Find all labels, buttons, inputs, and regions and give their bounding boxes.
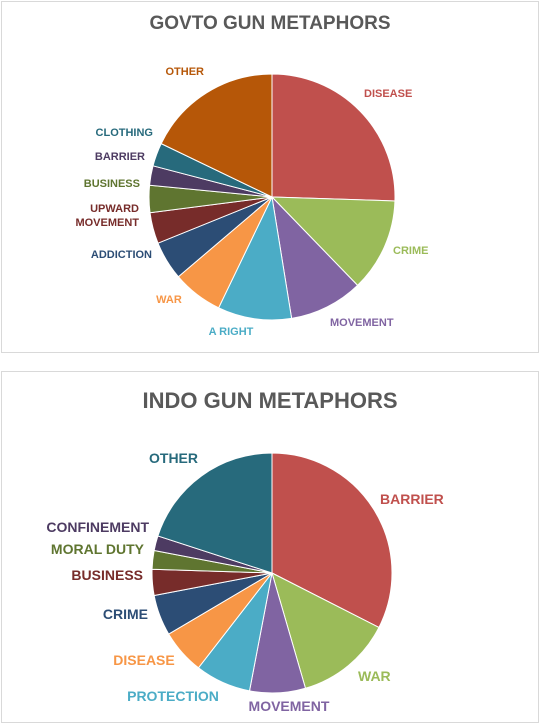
pie-slice-other bbox=[157, 452, 273, 574]
slice-label-disease: DISEASE bbox=[113, 652, 174, 668]
pie-slice-disease bbox=[271, 73, 396, 202]
slice-label-movement: MOVEMENT bbox=[249, 698, 330, 714]
slice-label-clothing: CLOTHING bbox=[96, 127, 153, 139]
pie-slice-war bbox=[271, 572, 380, 689]
slice-label-business: BUSINESS bbox=[71, 567, 143, 583]
slice-label-barrier: BARRIER bbox=[380, 491, 444, 507]
slice-label-addiction: ADDICTION bbox=[91, 249, 152, 261]
slice-label-other: OTHER bbox=[166, 66, 205, 78]
slice-label-war: WAR bbox=[358, 668, 391, 684]
slice-label-upward-movement: UPWARD MOVEMENT bbox=[75, 203, 139, 229]
slice-label-crime: CRIME bbox=[103, 606, 148, 622]
pie-slice-crime bbox=[270, 196, 396, 287]
slice-label-confinement: CONFINEMENT bbox=[46, 519, 149, 535]
slice-label-war: WAR bbox=[156, 294, 182, 306]
govto-pie-chart: DISEASE CRIME MOVEMENT A RIGHT WAR ADDICTION U… bbox=[75, 66, 428, 338]
pie-slice-a-right bbox=[217, 195, 293, 321]
pie-slice-barrier bbox=[271, 452, 393, 629]
slice-label-other: OTHER bbox=[149, 450, 198, 466]
slice-label-protection: PROTECTION bbox=[127, 688, 219, 704]
slice-label-movement: MOVEMENT bbox=[330, 317, 394, 329]
slice-label-business: BUSINESS bbox=[84, 178, 140, 190]
slice-label-disease: DISEASE bbox=[364, 88, 412, 100]
pie-slice-other bbox=[160, 73, 273, 198]
indo-pie-chart: BARRIER WAR MOVEMENT PROTECTION DISEASE CRIME… bbox=[46, 450, 444, 714]
slice-label-barrier: BARRIER bbox=[95, 151, 145, 163]
pie-slice-movement bbox=[271, 195, 359, 319]
chart-title: INDO GUN METAPHORS bbox=[142, 388, 398, 413]
slice-label-crime: CRIME bbox=[393, 245, 428, 257]
chart-title: GOVTO GUN METAPHORS bbox=[149, 13, 391, 34]
indo-chart-panel: INDO GUN METAPHORS BARRIER WAR MOVEMENT PRO… bbox=[1, 371, 539, 723]
slice-label-a-right: A RIGHT bbox=[209, 326, 254, 338]
slice-label-moral-duty: MORAL DUTY bbox=[51, 541, 145, 557]
govto-chart-panel: GOVTO GUN METAPHORS DISEASE CRIME MOVEMENT… bbox=[1, 1, 539, 353]
